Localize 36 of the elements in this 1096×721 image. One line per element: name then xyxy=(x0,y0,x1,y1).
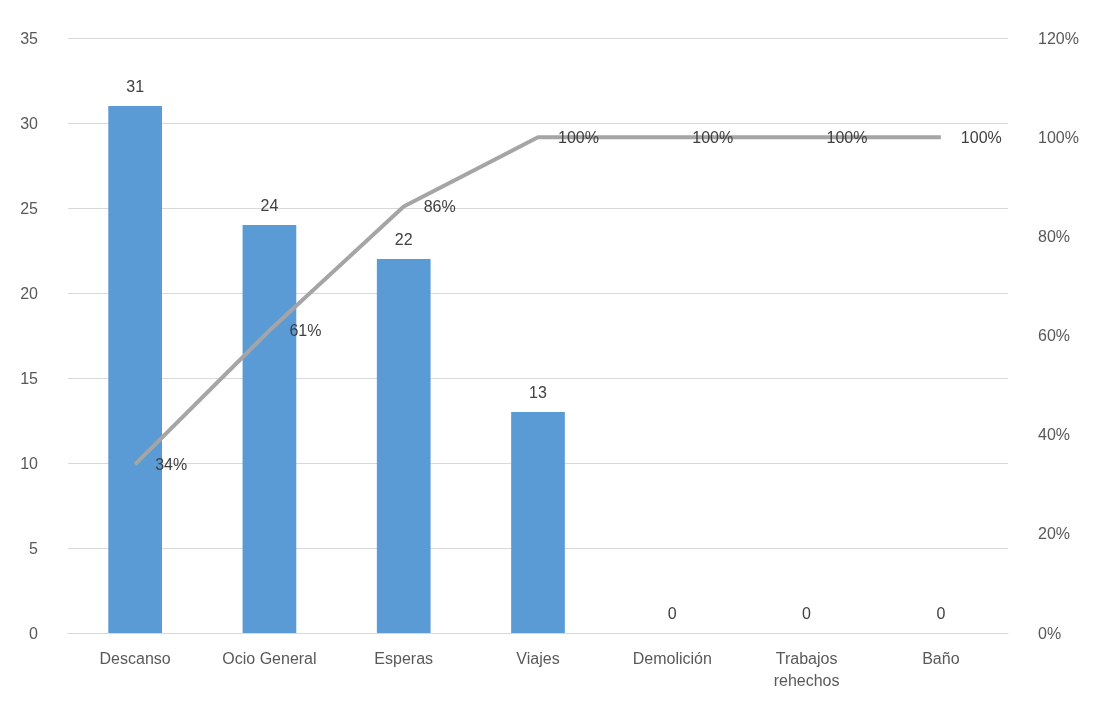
y-tick-label: 35 xyxy=(20,29,39,47)
x-tick-label: Esperas xyxy=(374,649,434,667)
data-label: 100% xyxy=(826,128,868,146)
y2-tick-label: 0% xyxy=(1038,624,1062,642)
data-label: 0 xyxy=(936,604,946,622)
data-label: 100% xyxy=(558,128,599,146)
x-tick-label: Viajes xyxy=(516,649,560,667)
y-tick-label: 25 xyxy=(20,199,39,217)
y2-tick-label: 120% xyxy=(1038,29,1079,47)
data-label: 86% xyxy=(423,198,456,216)
data-label: 24 xyxy=(260,196,279,214)
data-label: 13 xyxy=(529,383,547,401)
y2-tick-label: 40% xyxy=(1038,426,1071,444)
bar xyxy=(376,259,431,633)
y2-tick-label: 20% xyxy=(1038,525,1071,543)
x-tick-label: Descanso xyxy=(99,649,171,667)
x-tick-label: Ocio General xyxy=(222,649,317,667)
data-label: 0 xyxy=(667,604,677,622)
y2-tick-label: 80% xyxy=(1038,227,1071,245)
y2-tick-label: 60% xyxy=(1038,327,1071,344)
x-tick-label: Baño xyxy=(922,649,960,667)
x-tick-label: Trabajos rehechos xyxy=(773,649,840,689)
bar xyxy=(511,412,565,633)
y-tick-label: 10 xyxy=(20,454,39,472)
y-tick-label: 0 xyxy=(29,624,39,642)
y-tick-label: 5 xyxy=(29,539,39,557)
y-tick-label: 20 xyxy=(20,284,39,302)
y-tick-label: 30 xyxy=(20,114,39,132)
data-label: 0 xyxy=(802,604,812,622)
x-tick-label: Demolición xyxy=(632,649,712,667)
y-tick-label: 15 xyxy=(20,369,39,387)
data-label: 100% xyxy=(692,128,734,146)
data-label: 100% xyxy=(960,128,1002,146)
data-label: 31 xyxy=(126,77,145,95)
data-label: 22 xyxy=(394,230,413,248)
y2-tick-label: 100% xyxy=(1038,128,1079,146)
